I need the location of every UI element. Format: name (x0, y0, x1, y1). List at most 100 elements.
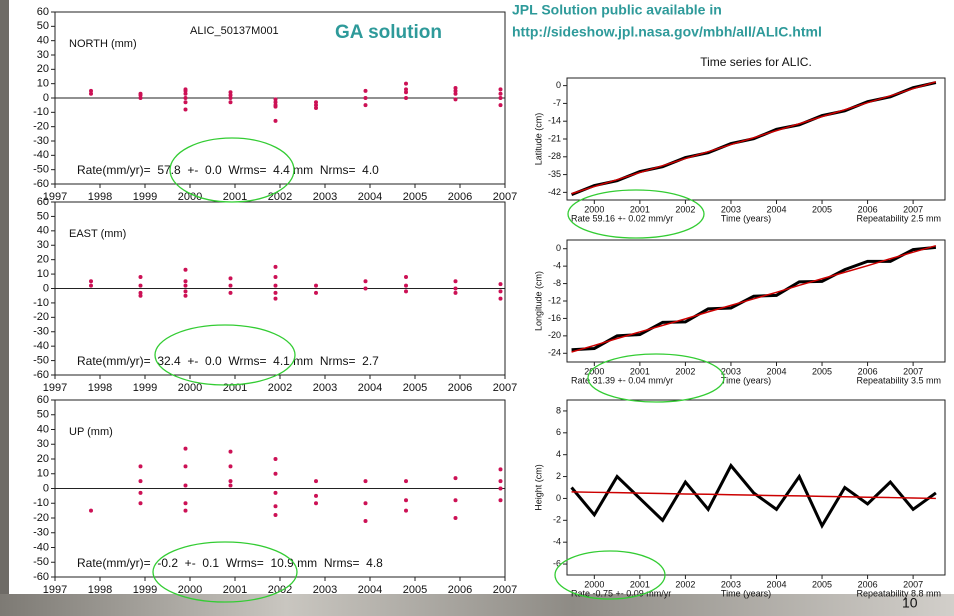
point (228, 276, 233, 281)
point (363, 518, 368, 523)
rate-annotation: Rate(mm/yr)= 57.8 +- 0.0 Wrms= 4.4 mm Nr… (77, 163, 379, 177)
x-tick-label: 2002 (268, 191, 292, 203)
x-tick-label: 2000 (178, 584, 202, 596)
y-tick-label: -30 (33, 135, 49, 147)
x-tick-label: 2005 (403, 382, 427, 394)
repeatability-label: Repeatability 2.5 mm (856, 213, 941, 223)
point (314, 103, 318, 108)
panel-title: NORTH (mm) (69, 38, 137, 50)
repeatability-label: Repeatability 8.8 mm (856, 588, 941, 598)
y-tick-label: 10 (37, 468, 49, 480)
x-tick-label: 2007 (493, 382, 517, 394)
point (314, 100, 318, 105)
y-tick-label: 10 (37, 268, 49, 280)
y-tick-label: -28 (548, 151, 561, 161)
y-tick-label: 50 (37, 210, 49, 222)
x-tick-label: 2000 (178, 382, 202, 394)
point (228, 90, 233, 95)
x-tick-label: 2004 (358, 382, 382, 394)
x-tick-label: 2005 (403, 584, 427, 596)
point (453, 290, 458, 295)
y-tick-label: -16 (548, 313, 561, 323)
point (404, 81, 408, 86)
x-tick-label: 2000 (178, 191, 202, 203)
point (183, 446, 188, 451)
y-tick-label: -60 (33, 571, 49, 583)
x-tick-label: 2006 (448, 584, 472, 596)
point (453, 91, 458, 96)
x-tick-label: 2004 (358, 584, 382, 596)
y-tick-label: 40 (37, 423, 49, 435)
y-tick-label: 40 (37, 35, 49, 47)
y-tick-label: 4 (556, 449, 561, 459)
y-tick-label: 30 (37, 239, 49, 251)
point (314, 501, 318, 506)
y-tick-label: -30 (33, 326, 49, 338)
point (363, 286, 368, 291)
point (314, 479, 318, 484)
point (183, 100, 188, 105)
highlights (152, 137, 725, 603)
point (228, 479, 233, 484)
fit-line (571, 81, 937, 195)
point (228, 290, 233, 295)
data-line (571, 245, 937, 352)
point (273, 296, 278, 301)
x-tick-label: 2005 (812, 366, 832, 376)
x-tick-label: 2003 (721, 579, 741, 589)
y-tick-label: -10 (33, 297, 49, 309)
x-tick-label: 2003 (721, 366, 741, 376)
y-tick-label: -40 (33, 340, 49, 352)
y-tick-label: 0 (556, 493, 561, 503)
point (183, 293, 188, 298)
y-tick-label: -50 (33, 354, 49, 366)
y-tick-label: -60 (33, 178, 49, 190)
y-tick-label: -4 (553, 537, 561, 547)
x-tick-label: 2003 (721, 204, 741, 214)
point (273, 513, 278, 518)
point (138, 283, 143, 288)
point (453, 85, 458, 90)
rate-label: Rate 31.39 +- 0.04 mm/yr (571, 375, 673, 385)
plot-frame (566, 399, 946, 576)
x-tick-label: 2002 (675, 204, 695, 214)
y-tick-label: 0 (43, 92, 49, 104)
y-tick-label: -30 (33, 527, 49, 539)
x-tick-label: 2005 (403, 191, 427, 203)
x-tick-label: 2004 (766, 204, 786, 214)
point (363, 103, 368, 108)
y-tick-label: -8 (553, 278, 561, 288)
y-tick-label: 0 (43, 482, 49, 494)
x-tick-label: 1999 (133, 382, 157, 394)
point (183, 501, 188, 506)
y-tick-label: 0 (43, 282, 49, 294)
point (273, 274, 278, 279)
x-tick-label: 2002 (268, 584, 292, 596)
bottom-texture (0, 594, 954, 616)
y-tick-label: -20 (33, 311, 49, 323)
highlight-ellipse (152, 541, 298, 603)
y-tick-label: 0 (556, 243, 561, 253)
highlight-ellipse (567, 189, 705, 239)
y-axis-label: Longitude (cm) (533, 271, 543, 331)
y-tick-label: 40 (37, 225, 49, 237)
y-tick-label: -40 (33, 149, 49, 161)
point (228, 96, 233, 100)
y-tick-label: 20 (37, 453, 49, 465)
point (498, 486, 503, 491)
point (138, 96, 143, 100)
point (138, 501, 143, 506)
y-tick-label: 20 (37, 254, 49, 266)
x-tick-label: 2003 (313, 382, 337, 394)
point (138, 293, 143, 298)
point (183, 283, 188, 288)
x-tick-label: 1998 (88, 584, 112, 596)
fit-line (571, 491, 936, 500)
y-tick-label: 10 (37, 78, 49, 90)
point (89, 508, 93, 513)
x-tick-label: 2000 (584, 204, 604, 214)
y-tick-label: -21 (548, 133, 561, 143)
point (138, 274, 143, 279)
